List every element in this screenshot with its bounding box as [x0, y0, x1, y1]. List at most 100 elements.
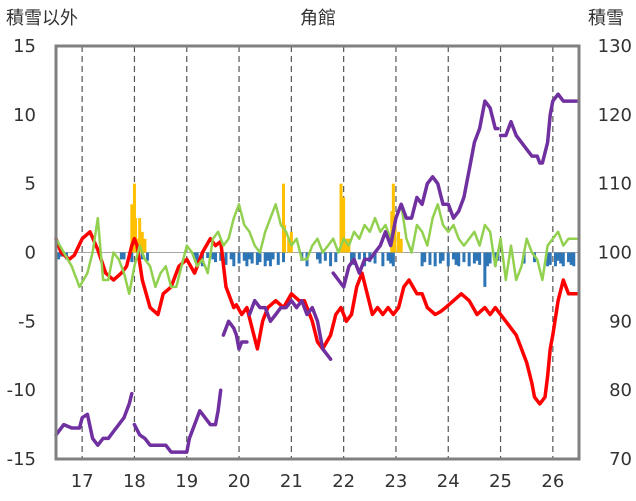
sunshine-bar [467, 252, 471, 267]
y-left-tick-label: -15 [7, 449, 36, 470]
chart-title: 角館 [300, 8, 336, 29]
sunshine-bar [323, 252, 327, 261]
y-right-tick-label: 90 [609, 311, 632, 332]
sunshine-bar [195, 252, 199, 264]
snow_depth-line [54, 391, 134, 447]
sunshine-bar [130, 252, 134, 263]
sunshine-bar [441, 252, 445, 261]
sunshine-bar [462, 252, 466, 263]
y-left-tick-label: 0 [25, 243, 36, 264]
sunshine-bar [433, 252, 437, 267]
sunshine-bar [483, 252, 487, 287]
y-left-axis-title: 積雪以外 [6, 8, 78, 29]
sunshine-bar [271, 252, 275, 260]
precipitation-bar [397, 231, 401, 253]
x-tick-label: 23 [384, 471, 407, 492]
sunshine-bar [373, 252, 377, 264]
grid-lines [56, 46, 579, 459]
snow_depth-line [331, 99, 500, 289]
sunshine-bar [389, 252, 393, 264]
x-tick-label: 24 [437, 471, 460, 492]
sunshine-bar [245, 252, 249, 267]
sunshine-bar [572, 252, 576, 267]
sunshine-bar [263, 252, 267, 267]
x-tick-label: 25 [489, 471, 512, 492]
snow_depth-line [247, 298, 333, 361]
sunshine-bar [232, 252, 236, 267]
precipitation-bar [138, 218, 142, 253]
sunshine-bar [553, 252, 557, 267]
precipitation-bar [133, 218, 137, 253]
sunshine-bar [214, 252, 218, 263]
sunshine-bar [391, 252, 395, 267]
x-tick-labels: 17 18 19 20 21 22 23 24 25 26 [71, 471, 565, 492]
sunshine-bar [318, 252, 322, 264]
precipitation-bar [344, 238, 348, 253]
sunshine-bar [248, 252, 252, 260]
y-right-tick-label: 80 [609, 380, 632, 401]
y-left-tick-label: 15 [13, 36, 36, 57]
y-left-tick-labels: 15 10 5 0 -5 -10 -15 [7, 36, 36, 470]
sunshine-bar [250, 252, 254, 264]
other-line [54, 203, 578, 296]
y-right-tick-label: 110 [598, 174, 632, 195]
sunshine-bar [146, 252, 150, 261]
snow_depth-line [132, 388, 223, 454]
sunshine-bar [266, 252, 270, 261]
sunshine-bar [569, 252, 573, 265]
sunshine-bar [258, 252, 262, 263]
sunshine-bar [475, 252, 479, 261]
sunshine-bar [548, 252, 552, 265]
sunshine-bar [559, 252, 563, 264]
sunshine-bar [457, 252, 461, 267]
y-left-tick-label: 10 [13, 105, 36, 126]
line-series [54, 92, 579, 454]
sunshine-bar [57, 252, 61, 260]
precipitation-bar [130, 204, 134, 253]
sunshine-bar [478, 252, 482, 265]
precipitation-bar [287, 238, 291, 253]
y-right-tick-label: 120 [598, 105, 632, 126]
sunshine-bar [268, 252, 272, 267]
sunshine-bar [119, 252, 123, 260]
precipitation-bar [283, 224, 287, 253]
sunshine-bar [122, 252, 126, 260]
sunshine-bar [567, 252, 571, 263]
sunshine-bar [454, 252, 458, 265]
temperature-line [54, 230, 579, 406]
sunshine-bar [438, 252, 442, 264]
sunshine-bar [349, 252, 353, 264]
sunshine-bar [282, 252, 286, 263]
sunshine-bar [556, 252, 560, 261]
sunshine-bar [206, 252, 210, 259]
sunshine-bar [357, 252, 361, 260]
sunshine-bar [451, 252, 455, 260]
plot-frame [54, 44, 581, 461]
y-right-tick-label: 100 [598, 243, 632, 264]
precipitation-bar [282, 183, 286, 253]
precipitation-bar [399, 238, 403, 253]
sunshine-bar [423, 252, 427, 263]
precipitation-bar [340, 204, 344, 253]
x-tick-label: 22 [332, 471, 355, 492]
sunshine-bar [211, 252, 215, 260]
precipitation-bar [391, 183, 395, 253]
sunshine-bar [546, 252, 550, 267]
x-tick-label: 19 [175, 471, 198, 492]
sunshine-bar [224, 252, 228, 265]
y-left-tick-label: -5 [18, 311, 36, 332]
sunshine-bar [446, 252, 450, 267]
y-right-tick-label: 70 [609, 449, 632, 470]
y-left-tick-label: -10 [7, 380, 36, 401]
precipitation-bar [342, 197, 346, 253]
sunshine-bar [381, 252, 385, 267]
x-tick-label: 20 [228, 471, 251, 492]
sunshine-bar [255, 252, 259, 265]
precipitation-bar [140, 231, 144, 253]
precipitation-bar [143, 238, 147, 253]
y-right-axis-title: 積雪 [588, 8, 624, 29]
sunshine-bar [242, 252, 246, 261]
sunshine-bar [420, 252, 424, 267]
sunshine-bar [237, 252, 241, 264]
